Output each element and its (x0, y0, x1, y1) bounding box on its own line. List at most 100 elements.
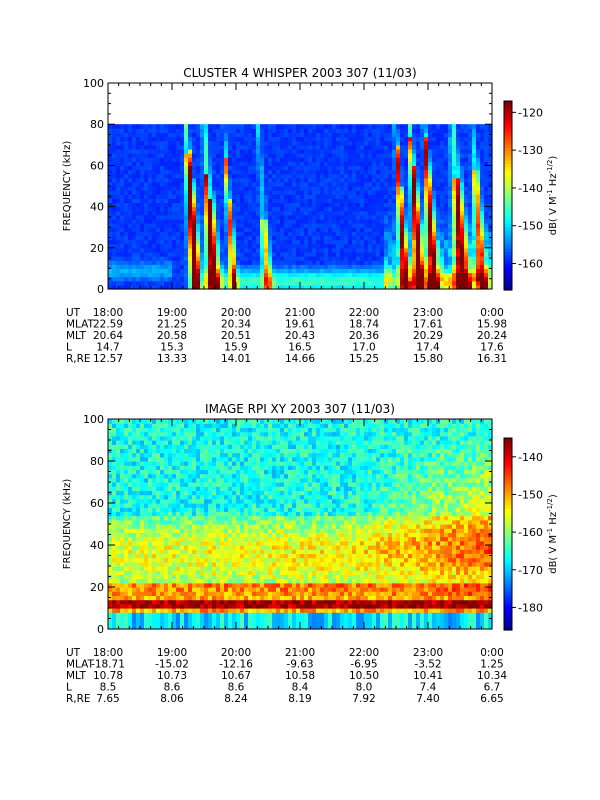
spectrogram-cell (228, 210, 233, 216)
spectrogram-cell (120, 603, 125, 609)
spectrogram-cell (172, 524, 177, 529)
spectrogram-cell (220, 272, 225, 278)
spectrogram-cell (468, 181, 473, 187)
spectrogram-cell (144, 132, 149, 138)
spectrogram-cell (132, 210, 137, 216)
spectrogram-cell (388, 140, 393, 146)
spectrogram-cell (308, 124, 313, 129)
spectrogram-cell (180, 136, 185, 142)
spectrogram-cell (260, 140, 265, 146)
spectrogram-cell (464, 247, 469, 253)
spectrogram-cell (136, 231, 141, 237)
spectrogram-cell (228, 227, 233, 232)
spectrogram-cell (284, 177, 289, 183)
spectrogram-cell (472, 239, 477, 245)
spectrogram-cell (116, 210, 121, 216)
spectrogram-cell (324, 251, 329, 257)
spectrogram-cell (204, 284, 209, 290)
spectrogram-cell (148, 157, 153, 162)
spectrogram-cell (176, 582, 181, 588)
spectrogram-cell (352, 210, 357, 216)
spectrogram-cell (308, 231, 313, 237)
spectrogram-cell (288, 214, 293, 220)
spectrogram-cell (396, 181, 401, 187)
spectrogram-cell (176, 561, 181, 567)
spectrogram-cell (152, 235, 157, 241)
spectrogram-cell (156, 431, 161, 437)
spectrogram-cell (152, 276, 157, 282)
spectrogram-cell (444, 161, 449, 166)
spectrogram-cell (116, 498, 121, 504)
spectrogram-cell (488, 264, 493, 269)
spectrogram-cell (152, 511, 157, 517)
spectrogram-cell (176, 419, 181, 424)
spectrogram-cell (124, 223, 129, 228)
spectrogram-cell (180, 264, 185, 269)
spectrogram-cell (108, 582, 113, 588)
spectrogram-cell (336, 276, 341, 282)
spectrogram-cell (352, 165, 357, 171)
spectrogram-cell (408, 227, 413, 232)
spectrogram-cell (472, 227, 477, 232)
spectrogram-cell (284, 284, 289, 290)
spectrogram-cell (452, 256, 457, 261)
spectrogram-cell (368, 165, 373, 171)
spectrogram-cell (464, 231, 469, 237)
spectrogram-cell (132, 608, 137, 613)
spectrogram-cell (108, 423, 113, 428)
colorbar-swatch (504, 204, 512, 209)
spectrogram-cell (168, 144, 173, 150)
spectrogram-cell (448, 128, 453, 134)
spectrogram-cell (140, 503, 145, 508)
spectrogram-cell (196, 128, 201, 134)
spectrogram-cell (376, 227, 381, 232)
spectrogram-cell (132, 507, 137, 512)
spectrogram-cell (416, 148, 421, 154)
spectrogram-cell (436, 153, 441, 158)
spectrogram-cell (144, 223, 149, 228)
spectrogram-cell (476, 218, 481, 224)
spectrogram-cell (260, 218, 265, 224)
spectrogram-cell (328, 132, 333, 138)
spectrogram-cell (476, 272, 481, 278)
spectrogram-cell (188, 136, 193, 142)
spectrogram-cell (372, 251, 377, 257)
spectrogram-cell (132, 553, 137, 559)
spectrogram-cell (396, 169, 401, 175)
spectrogram-cell (160, 165, 165, 171)
spectrogram-cell (300, 264, 305, 269)
spectrogram-cell (172, 128, 177, 134)
spectrogram-cell (356, 140, 361, 146)
spectrogram-cell (348, 256, 353, 261)
spectrogram-cell (372, 157, 377, 162)
spectrogram-cell (472, 206, 477, 212)
spectrogram-cell (404, 157, 409, 162)
spectrogram-cell (232, 177, 237, 183)
spectrogram-cell (220, 268, 225, 274)
spectrogram-cell (368, 157, 373, 162)
spectrogram-cell (240, 124, 245, 129)
spectrogram-cell (120, 198, 125, 204)
spectrogram-cell (176, 223, 181, 228)
spectrogram-cell (156, 198, 161, 204)
spectrogram-cell (168, 431, 173, 437)
spectrogram-cell (328, 190, 333, 195)
ephemeris-label: L (66, 342, 72, 354)
spectrogram-cell (176, 218, 181, 224)
spectrogram-cell (312, 239, 317, 245)
spectrogram-cell (240, 243, 245, 249)
spectrogram-cell (144, 280, 149, 286)
spectrogram-cell (212, 260, 217, 265)
spectrogram-cell (192, 169, 197, 175)
spectrogram-cell (336, 260, 341, 265)
spectrogram-cell (208, 247, 213, 253)
spectrogram-cell (336, 181, 341, 187)
spectrogram-cell (156, 132, 161, 138)
spectrogram-cell (244, 206, 249, 212)
spectrogram-cell (116, 473, 121, 479)
spectrogram-cell (324, 243, 329, 249)
spectrogram-cell (116, 574, 121, 580)
spectrogram-cell (180, 181, 185, 187)
spectrogram-cell (304, 136, 309, 142)
spectrogram-cell (124, 194, 129, 199)
